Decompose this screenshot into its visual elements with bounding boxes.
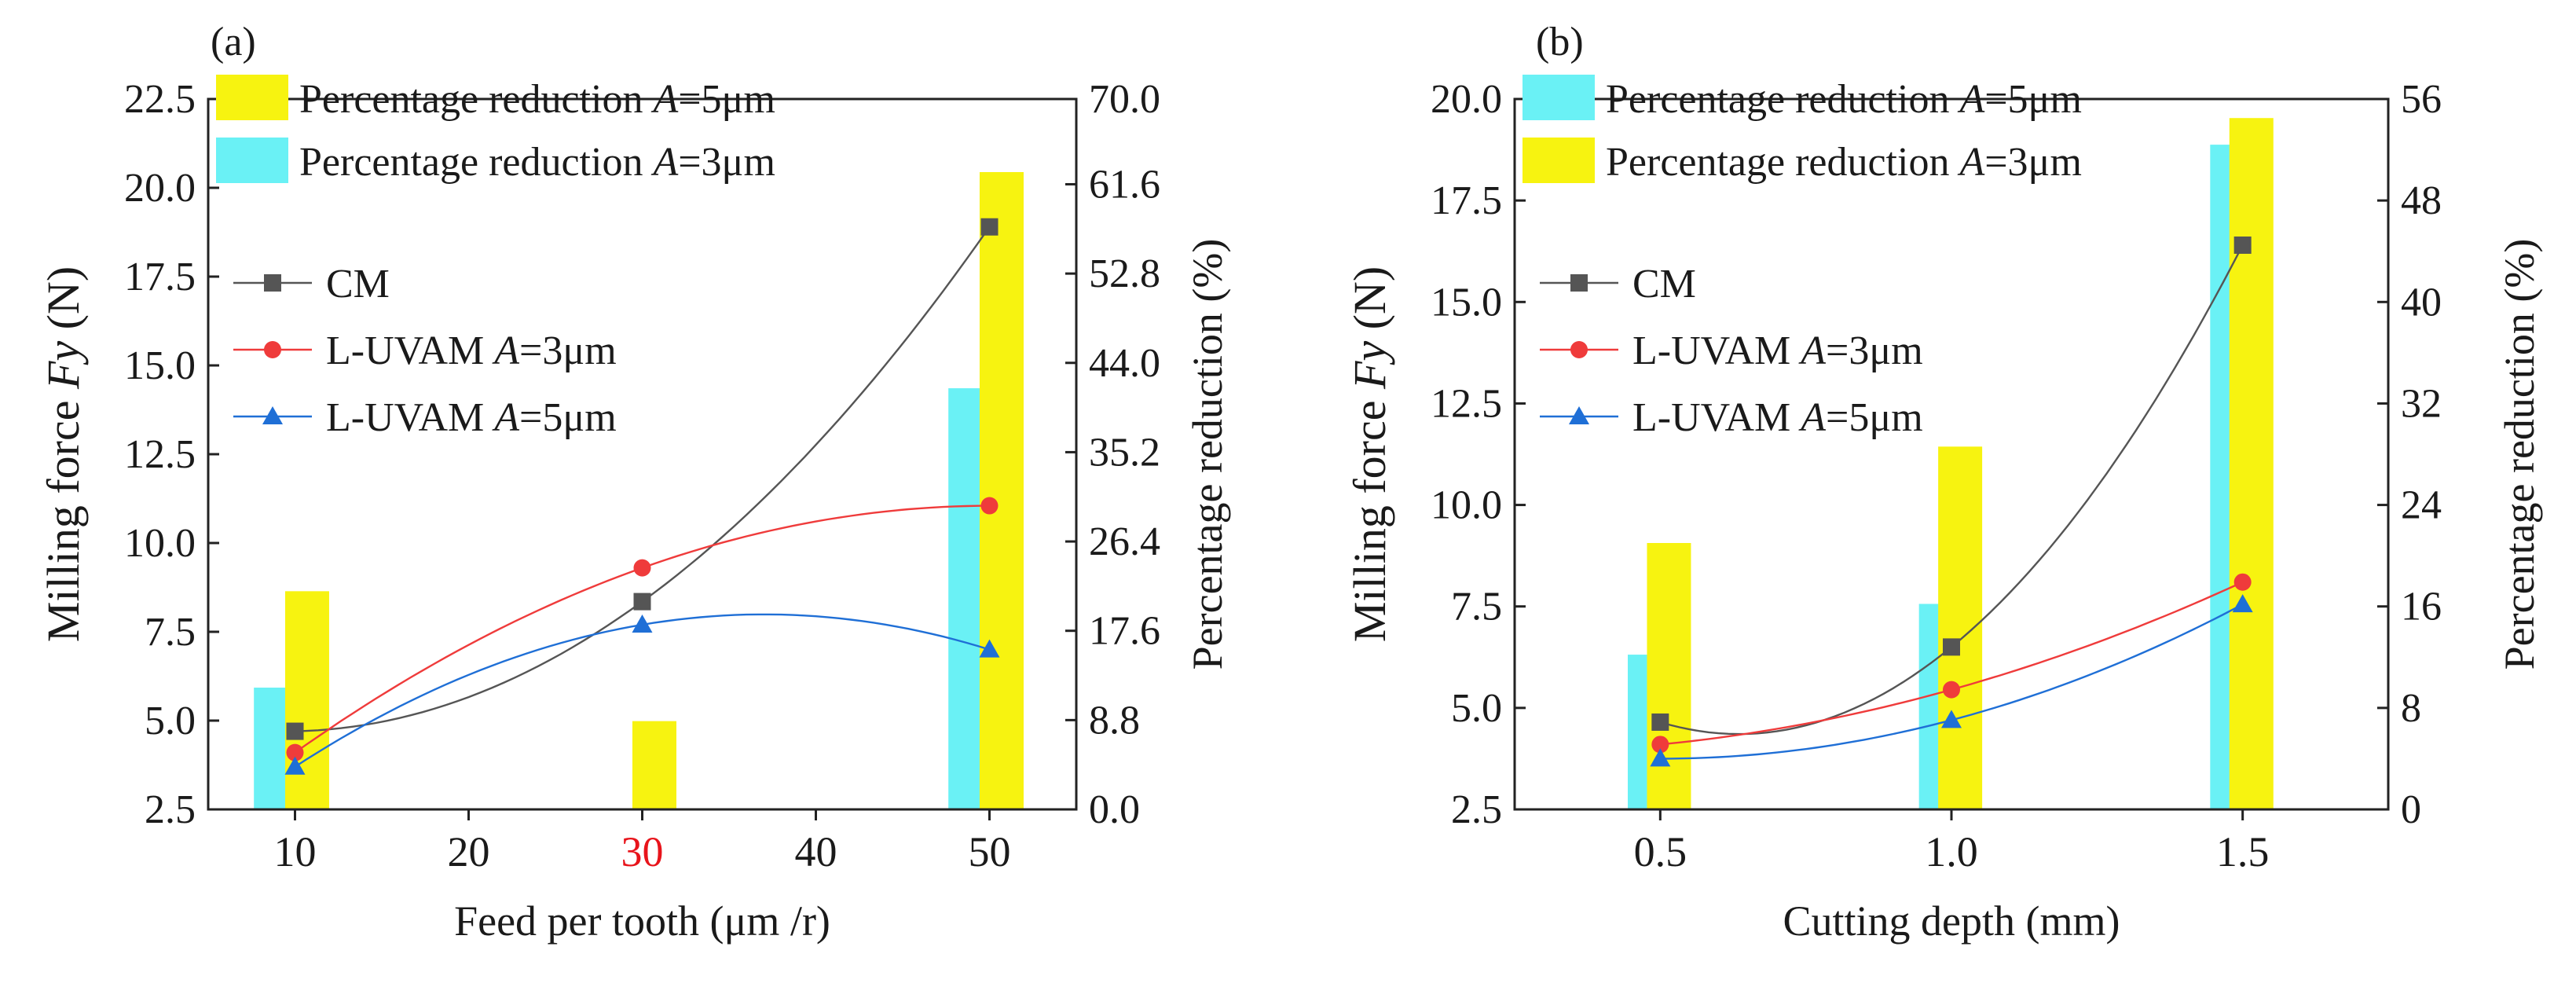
y-right-tick-label: 24 [2401,483,2442,528]
x-tick-label: 1.5 [2216,828,2270,875]
data-point [1650,748,1671,767]
plot-frame [207,97,1078,811]
x-axis-title: Cutting depth (mm) [1783,897,2120,945]
y-left-axis-title: Milling force Fy (N) [38,266,89,642]
x-tick-label: 10 [274,828,317,875]
y-left-tick-label: 5.0 [145,699,196,743]
y-right-axis-title: Percentage reduction (%) [1184,239,1231,670]
data-point [632,614,653,633]
legend-label: Percentage reduction A=3μm [1606,140,2082,185]
bar [2229,118,2274,809]
chart-panel-a: (a) 2.5 5.0 7.5 10.0 12.5 15.0 17.5 20.0 22.5 0.0 8… [38,20,1231,945]
y-right-tick-label: 17.6 [1089,609,1160,654]
data-point [1651,713,1669,731]
panel-label: (a) [211,20,256,64]
y-right-tick-label: 32 [2401,381,2442,426]
y-left-tick-label: 15.0 [1431,280,1502,325]
y-left-tick-label: 20.0 [1431,77,1502,122]
legend-label: CM [326,262,390,306]
y-right-tick-label: 61.6 [1089,162,1160,207]
y-left-tick-label: 2.5 [145,787,196,832]
legend-marker [264,274,281,292]
bar [1647,543,1691,809]
data-point [286,722,304,740]
x-tick-label: 20 [448,828,490,875]
x-tick-label: 40 [795,828,837,875]
legend-label: L-UVAM A=5μm [1632,395,1923,440]
x-tick-label: 30 [621,828,664,875]
y-right-tick-label: 0 [2401,787,2421,832]
y-right-tick-label: 56 [2401,77,2442,122]
data-point [1943,681,1960,699]
legend-label: L-UVAM A=3μm [1632,328,1923,373]
y-left-tick-label: 7.5 [1451,585,1502,629]
data-point [2232,594,2253,613]
legend-label: Percentage reduction A=5μm [299,77,775,122]
data-point [980,218,999,236]
y-right-axis-title: Percentage reduction (%) [2496,239,2543,670]
data-point [1941,710,1962,728]
legend-swatch [216,75,288,120]
y-right-tick-label: 35.2 [1089,430,1160,475]
data-point [2233,573,2252,591]
legend-label: L-UVAM A=5μm [326,395,617,440]
bar [1938,446,1983,809]
legend-marker [1569,406,1589,424]
y-right-tick-label: 70.0 [1089,77,1160,122]
y-left-axis-title: Milling force Fy (N) [1344,266,1395,642]
data-point [1651,736,1669,754]
y-right-tick-label: 0.0 [1089,787,1140,832]
legend-label: Percentage reduction A=5μm [1606,77,2082,122]
y-left-tick-label: 15.0 [124,343,196,388]
legend-label: L-UVAM A=3μm [326,328,617,373]
data-point [284,756,306,775]
x-tick-label: 1.0 [1925,828,1978,875]
legend-label: CM [1632,262,1696,306]
y-left-tick-label: 12.5 [124,432,196,477]
legend-marker [1570,274,1588,292]
legend-swatch [1523,75,1595,120]
legend-marker [264,341,281,358]
data-point [633,559,651,577]
y-left-tick-label: 10.0 [124,521,196,566]
y-right-tick-label: 26.4 [1089,519,1160,564]
legend-swatch [1523,138,1595,183]
x-tick-label: 0.5 [1634,828,1687,875]
x-axis-title: Feed per tooth (μm /r) [454,897,830,945]
legend-marker [1570,341,1588,358]
data-point [286,743,304,761]
y-left-tick-label: 22.5 [124,77,196,122]
y-right-tick-label: 52.8 [1089,251,1160,296]
bar [284,591,329,809]
y-left-tick-label: 17.5 [124,255,196,299]
data-point [633,593,651,611]
legend-marker [262,406,283,424]
y-left-tick-label: 10.0 [1431,483,1502,528]
data-point [1943,638,1960,656]
y-right-tick-label: 48 [2401,178,2442,223]
chart-panel-b: (b) 2.5 5.0 7.5 10.0 12.5 15.0 17.5 20.0 0 8 16 24 32… [1344,20,2543,945]
data-point [980,497,999,515]
y-left-tick-label: 17.5 [1431,178,1502,223]
bar [979,171,1024,810]
y-left-tick-label: 20.0 [124,166,196,211]
series-line [295,226,991,732]
y-left-tick-label: 5.0 [1451,686,1502,731]
bar [632,721,676,809]
y-right-tick-label: 16 [2401,585,2442,629]
data-point [2233,236,2252,254]
data-point [979,639,1000,658]
y-left-tick-label: 2.5 [1451,787,1502,832]
y-left-tick-label: 12.5 [1431,381,1502,426]
y-left-tick-label: 7.5 [145,610,196,655]
x-tick-label: 50 [969,828,1011,875]
y-right-tick-label: 40 [2401,280,2442,325]
panel-label: (b) [1536,20,1584,64]
legend-label: Percentage reduction A=3μm [299,140,775,185]
y-right-tick-label: 8 [2401,686,2421,731]
y-right-tick-label: 8.8 [1089,698,1140,743]
legend-swatch [216,138,288,183]
y-right-tick-label: 44.0 [1089,341,1160,386]
